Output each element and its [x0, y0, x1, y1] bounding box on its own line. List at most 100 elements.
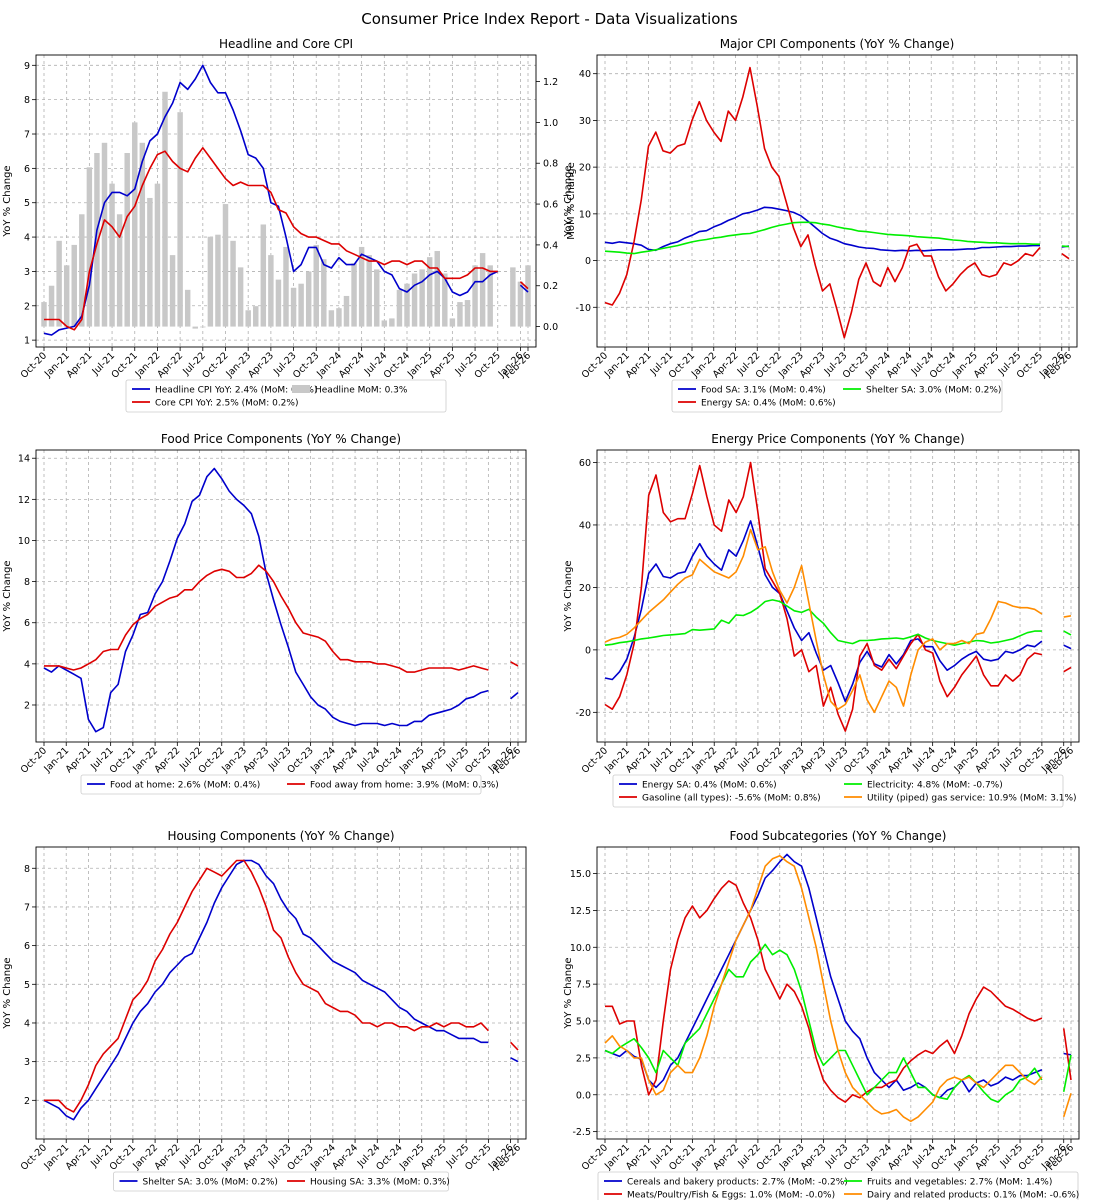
legend-label: Utility (piped) gas service: 10.9% (MoM:…: [867, 794, 1077, 804]
mom-bar: [132, 122, 138, 327]
series-line: [519, 281, 529, 290]
mom-bar: [139, 142, 146, 327]
y-tick-label: 20: [579, 163, 591, 174]
y-tick-label: 30: [579, 116, 591, 127]
x-tick-label: Apr-25: [428, 350, 458, 380]
y-tick-label: 2: [24, 1096, 30, 1107]
mom-bar: [275, 279, 282, 327]
series-line: [1062, 1054, 1072, 1092]
y-tick-label: 6: [24, 164, 30, 175]
series-line: [1063, 615, 1072, 618]
mom-bar: [298, 283, 304, 327]
x-tick-label: Apr-25: [419, 745, 449, 775]
y-tick-label: 10: [579, 209, 591, 220]
y-tick-label: 7.5: [576, 980, 591, 991]
series-line: [604, 461, 1043, 732]
y-tick-label: 8: [24, 95, 30, 106]
series-line: [44, 859, 489, 1113]
legend: Cereals and bakery products: 2.7% (MoM: …: [597, 1171, 1079, 1200]
x-axis: Oct-20Jan-21Apr-21Jul-21Oct-21Jan-22Apr-…: [19, 1139, 523, 1173]
y2-tick-label: 1.0: [543, 118, 558, 129]
y-axis: 2 4 6 8 10 12 14 YoY % Change: [2, 454, 36, 711]
y-tick-label: 5: [24, 980, 30, 991]
x-tick-label: Apr-21: [65, 350, 95, 380]
y-tick-label: 8: [24, 577, 30, 588]
x-tick-label: Oct-23: [291, 350, 321, 380]
series-line: [1061, 245, 1070, 248]
y-axis-label: YoY % Change: [563, 165, 574, 237]
series-line: [1063, 666, 1072, 673]
mom-bar: [48, 285, 55, 327]
y-axis-label: YoY % Change: [2, 957, 13, 1029]
y-tick-label: 2: [24, 700, 30, 711]
mom-bar: [464, 300, 471, 327]
y-tick-label: -10: [575, 303, 591, 314]
mom-bar: [517, 281, 524, 327]
x-axis: Oct-20Jan-21Apr-21Jul-21Oct-21Jan-22Apr-…: [19, 347, 533, 381]
y2-tick-label: 0.4: [543, 240, 558, 251]
legend-label: Food away from home: 3.9% (MoM: 0.3%): [310, 781, 499, 791]
x-tick-label: Oct-21: [109, 350, 139, 380]
series-line: [519, 284, 529, 293]
mom-bar: [162, 91, 168, 327]
y2-axis: 0.0 0.2 0.4 0.6 0.8 1.0 1.2 MoM % Change: [536, 77, 577, 333]
y-tick-label: 20: [579, 583, 591, 594]
legend-box: [612, 774, 1064, 808]
series-line: [604, 520, 1043, 703]
y-tick-label: 4: [24, 659, 30, 670]
series-line: [604, 853, 1043, 1099]
mom-bar: [351, 263, 357, 327]
mom-bar: [260, 224, 267, 327]
legend-box: [597, 1171, 1079, 1200]
mom-bar: [63, 265, 70, 327]
y-tick-label: 60: [579, 458, 591, 469]
chart-energy: Energy Price Components (YoY % Change) -2…: [563, 432, 1080, 808]
y2-tick-label: 0.8: [543, 159, 558, 170]
x-tick-label: Apr-21: [64, 745, 94, 775]
mom-bar: [449, 318, 456, 327]
mom-bar: [321, 259, 327, 327]
x-tick-label: Apr-22: [152, 1142, 182, 1172]
mom-bar: [358, 246, 365, 327]
chart-title: Energy Price Components (YoY % Change): [711, 432, 964, 446]
y-axis: 2 3 4 5 6 7 8 YoY % Change: [2, 864, 36, 1107]
legend: Headline CPI YoY: 2.4% (MoM: 0.3%) Core C…: [125, 379, 447, 413]
series-line: [510, 1057, 519, 1063]
mom-bar: [283, 246, 289, 327]
series-line: [44, 564, 489, 673]
y-tick-label: 0.0: [576, 1090, 591, 1101]
legend-label: Food at home: 2.6% (MoM: 0.4%): [110, 781, 260, 791]
plot-frame: [35, 449, 527, 743]
mom-bar: [366, 255, 372, 327]
mom-bar: [253, 306, 259, 327]
x-tick-label: Apr-24: [330, 1142, 360, 1172]
legend-label: Food SA: 3.1% (MoM: 0.4%): [701, 386, 826, 396]
chart-headline: Headline and Core CPI 0.0 0.2 0.4 0.6 0.8 1.0 1…: [2, 37, 577, 413]
y-tick-label: 8: [24, 864, 30, 875]
mom-bar: [192, 326, 198, 329]
y-tick-label: 6: [24, 618, 30, 629]
legend-label: Meats/Poultry/Fish & Eggs: 1.0% (MoM: -0…: [627, 1191, 835, 1200]
mom-bar: [245, 310, 251, 327]
chart-food: Food Price Components (YoY % Change) 2 4 6 8…: [2, 432, 527, 795]
x-tick-label: Oct-22: [200, 350, 230, 380]
mom-bar: [343, 295, 350, 327]
grid: [597, 450, 1079, 742]
mom-bar: [434, 251, 440, 327]
y-tick-label: 5.0: [576, 1017, 591, 1028]
mom-bar: [169, 255, 176, 327]
mom-bar: [207, 236, 214, 327]
mom-bar: [177, 112, 183, 327]
mom-bar: [411, 273, 418, 327]
series-lines: [43, 859, 519, 1121]
y-tick-label: 10: [18, 536, 30, 547]
legend-label: Electricity: 4.8% (MoM: -0.7%): [867, 781, 1003, 791]
series-line: [604, 221, 1040, 255]
x-tick-label: Apr-24: [330, 745, 360, 775]
series-line: [1062, 1093, 1072, 1118]
legend-label: Housing SA: 3.3% (MoM: 0.3%): [310, 1178, 450, 1188]
x-tick-label: Oct-24: [382, 350, 412, 380]
x-tick-label: Oct-20: [580, 745, 610, 775]
x-tick-label: Apr-22: [155, 350, 185, 380]
